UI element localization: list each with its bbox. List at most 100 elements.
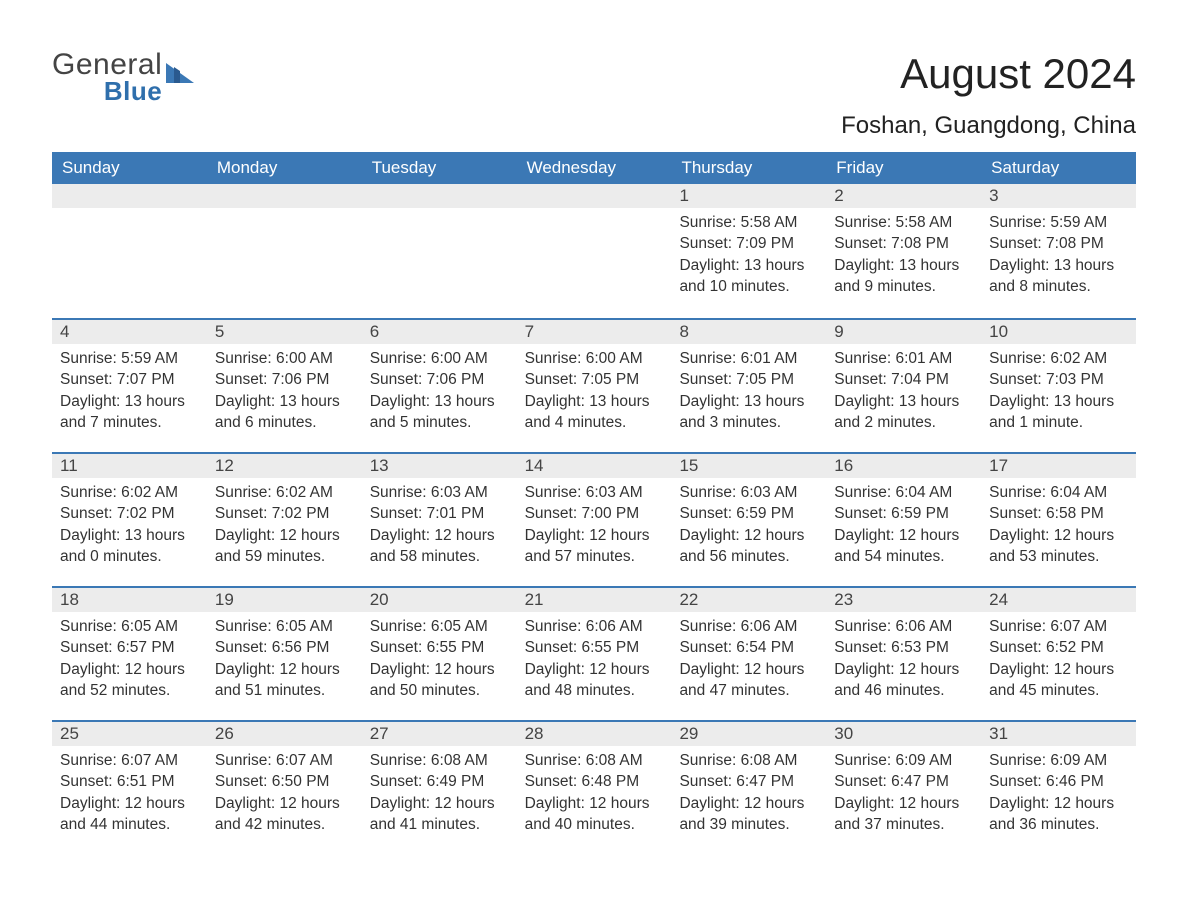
sunrise-line: Sunrise: 6:00 AM <box>525 348 664 369</box>
day-cell: 10Sunrise: 6:02 AMSunset: 7:03 PMDayligh… <box>981 318 1136 446</box>
empty-day-bar <box>362 184 517 208</box>
sunrise-line: Sunrise: 5:58 AM <box>679 212 818 233</box>
sunrise-line: Sunrise: 5:58 AM <box>834 212 973 233</box>
sunset-line: Sunset: 7:09 PM <box>679 233 818 254</box>
day-number: 6 <box>362 320 517 344</box>
title-block: August 2024 Foshan, Guangdong, China <box>841 50 1136 140</box>
daylight-line: Daylight: 13 hours and 1 minute. <box>989 391 1128 434</box>
day-number: 21 <box>517 588 672 612</box>
day-number: 26 <box>207 722 362 746</box>
daylight-line: Daylight: 13 hours and 3 minutes. <box>679 391 818 434</box>
day-details: Sunrise: 6:00 AMSunset: 7:06 PMDaylight:… <box>362 344 517 442</box>
day-details: Sunrise: 6:03 AMSunset: 6:59 PMDaylight:… <box>671 478 826 576</box>
week-row: 11Sunrise: 6:02 AMSunset: 7:02 PMDayligh… <box>52 446 1136 580</box>
daylight-line: Daylight: 12 hours and 54 minutes. <box>834 525 973 568</box>
day-details: Sunrise: 5:59 AMSunset: 7:08 PMDaylight:… <box>981 208 1136 306</box>
day-cell <box>52 184 207 312</box>
weekday-header: Monday <box>207 152 362 184</box>
daylight-line: Daylight: 12 hours and 56 minutes. <box>679 525 818 568</box>
sunset-line: Sunset: 6:53 PM <box>834 637 973 658</box>
sunrise-line: Sunrise: 6:06 AM <box>679 616 818 637</box>
day-cell: 30Sunrise: 6:09 AMSunset: 6:47 PMDayligh… <box>826 720 981 848</box>
sunrise-line: Sunrise: 6:03 AM <box>370 482 509 503</box>
daylight-line: Daylight: 13 hours and 9 minutes. <box>834 255 973 298</box>
day-cell: 16Sunrise: 6:04 AMSunset: 6:59 PMDayligh… <box>826 452 981 580</box>
day-cell: 12Sunrise: 6:02 AMSunset: 7:02 PMDayligh… <box>207 452 362 580</box>
sunrise-line: Sunrise: 6:08 AM <box>679 750 818 771</box>
daylight-line: Daylight: 12 hours and 48 minutes. <box>525 659 664 702</box>
day-number: 7 <box>517 320 672 344</box>
day-details: Sunrise: 6:08 AMSunset: 6:48 PMDaylight:… <box>517 746 672 844</box>
sunset-line: Sunset: 6:51 PM <box>60 771 199 792</box>
day-cell: 25Sunrise: 6:07 AMSunset: 6:51 PMDayligh… <box>52 720 207 848</box>
sunrise-line: Sunrise: 5:59 AM <box>989 212 1128 233</box>
weeks-container: 1Sunrise: 5:58 AMSunset: 7:09 PMDaylight… <box>52 184 1136 848</box>
sunrise-line: Sunrise: 6:01 AM <box>834 348 973 369</box>
day-cell: 6Sunrise: 6:00 AMSunset: 7:06 PMDaylight… <box>362 318 517 446</box>
day-details: Sunrise: 6:03 AMSunset: 7:01 PMDaylight:… <box>362 478 517 576</box>
day-details: Sunrise: 6:04 AMSunset: 6:58 PMDaylight:… <box>981 478 1136 576</box>
sunrise-line: Sunrise: 6:09 AM <box>834 750 973 771</box>
sunset-line: Sunset: 6:55 PM <box>525 637 664 658</box>
day-cell <box>207 184 362 312</box>
day-cell: 20Sunrise: 6:05 AMSunset: 6:55 PMDayligh… <box>362 586 517 714</box>
day-cell: 21Sunrise: 6:06 AMSunset: 6:55 PMDayligh… <box>517 586 672 714</box>
sunrise-line: Sunrise: 6:05 AM <box>215 616 354 637</box>
day-details: Sunrise: 6:05 AMSunset: 6:55 PMDaylight:… <box>362 612 517 710</box>
day-number: 29 <box>671 722 826 746</box>
sunrise-line: Sunrise: 6:09 AM <box>989 750 1128 771</box>
page: General Blue August 2024 Foshan, Guangdo… <box>0 0 1188 888</box>
day-details: Sunrise: 6:00 AMSunset: 7:06 PMDaylight:… <box>207 344 362 442</box>
daylight-line: Daylight: 13 hours and 8 minutes. <box>989 255 1128 298</box>
sunset-line: Sunset: 7:08 PM <box>989 233 1128 254</box>
sunrise-line: Sunrise: 6:06 AM <box>834 616 973 637</box>
day-cell: 1Sunrise: 5:58 AMSunset: 7:09 PMDaylight… <box>671 184 826 312</box>
day-cell: 8Sunrise: 6:01 AMSunset: 7:05 PMDaylight… <box>671 318 826 446</box>
day-number: 23 <box>826 588 981 612</box>
daylight-line: Daylight: 13 hours and 4 minutes. <box>525 391 664 434</box>
week-row: 18Sunrise: 6:05 AMSunset: 6:57 PMDayligh… <box>52 580 1136 714</box>
day-details: Sunrise: 5:58 AMSunset: 7:09 PMDaylight:… <box>671 208 826 306</box>
day-cell: 19Sunrise: 6:05 AMSunset: 6:56 PMDayligh… <box>207 586 362 714</box>
sunset-line: Sunset: 6:47 PM <box>679 771 818 792</box>
day-number: 12 <box>207 454 362 478</box>
sunset-line: Sunset: 7:06 PM <box>215 369 354 390</box>
sunrise-line: Sunrise: 6:03 AM <box>679 482 818 503</box>
day-number: 18 <box>52 588 207 612</box>
day-cell: 24Sunrise: 6:07 AMSunset: 6:52 PMDayligh… <box>981 586 1136 714</box>
sunrise-line: Sunrise: 6:01 AM <box>679 348 818 369</box>
day-cell: 7Sunrise: 6:00 AMSunset: 7:05 PMDaylight… <box>517 318 672 446</box>
sunrise-line: Sunrise: 6:07 AM <box>215 750 354 771</box>
day-number: 2 <box>826 184 981 208</box>
day-number: 13 <box>362 454 517 478</box>
sunset-line: Sunset: 6:56 PM <box>215 637 354 658</box>
day-number: 1 <box>671 184 826 208</box>
day-number: 20 <box>362 588 517 612</box>
day-cell: 15Sunrise: 6:03 AMSunset: 6:59 PMDayligh… <box>671 452 826 580</box>
logo-text: General Blue <box>52 50 162 104</box>
daylight-line: Daylight: 12 hours and 41 minutes. <box>370 793 509 836</box>
day-cell: 3Sunrise: 5:59 AMSunset: 7:08 PMDaylight… <box>981 184 1136 312</box>
day-number: 31 <box>981 722 1136 746</box>
sunset-line: Sunset: 7:04 PM <box>834 369 973 390</box>
day-details: Sunrise: 6:08 AMSunset: 6:47 PMDaylight:… <box>671 746 826 844</box>
day-cell: 9Sunrise: 6:01 AMSunset: 7:04 PMDaylight… <box>826 318 981 446</box>
day-number: 25 <box>52 722 207 746</box>
sunrise-line: Sunrise: 6:00 AM <box>370 348 509 369</box>
day-number: 9 <box>826 320 981 344</box>
day-details: Sunrise: 6:09 AMSunset: 6:47 PMDaylight:… <box>826 746 981 844</box>
day-number: 22 <box>671 588 826 612</box>
day-number: 11 <box>52 454 207 478</box>
sunset-line: Sunset: 6:57 PM <box>60 637 199 658</box>
sunrise-line: Sunrise: 6:04 AM <box>989 482 1128 503</box>
sunset-line: Sunset: 7:00 PM <box>525 503 664 524</box>
day-cell: 13Sunrise: 6:03 AMSunset: 7:01 PMDayligh… <box>362 452 517 580</box>
day-cell: 23Sunrise: 6:06 AMSunset: 6:53 PMDayligh… <box>826 586 981 714</box>
day-cell: 14Sunrise: 6:03 AMSunset: 7:00 PMDayligh… <box>517 452 672 580</box>
day-details: Sunrise: 6:05 AMSunset: 6:57 PMDaylight:… <box>52 612 207 710</box>
day-details: Sunrise: 6:01 AMSunset: 7:04 PMDaylight:… <box>826 344 981 442</box>
sunset-line: Sunset: 6:54 PM <box>679 637 818 658</box>
day-cell: 2Sunrise: 5:58 AMSunset: 7:08 PMDaylight… <box>826 184 981 312</box>
calendar-grid: SundayMondayTuesdayWednesdayThursdayFrid… <box>52 152 1136 848</box>
sunrise-line: Sunrise: 5:59 AM <box>60 348 199 369</box>
